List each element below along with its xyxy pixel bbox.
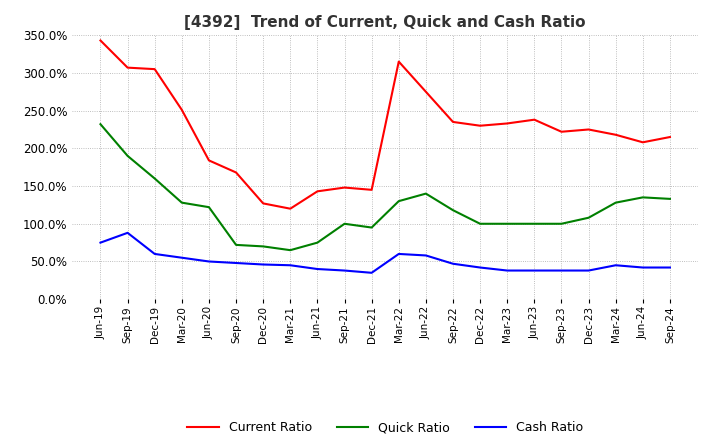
Cash Ratio xyxy=(584,268,593,273)
Current Ratio xyxy=(313,189,322,194)
Quick Ratio xyxy=(367,225,376,230)
Quick Ratio xyxy=(395,198,403,204)
Current Ratio xyxy=(503,121,511,126)
Cash Ratio xyxy=(530,268,539,273)
Quick Ratio xyxy=(96,121,105,127)
Current Ratio xyxy=(259,201,268,206)
Cash Ratio xyxy=(421,253,430,258)
Current Ratio xyxy=(449,119,457,125)
Current Ratio xyxy=(530,117,539,122)
Current Ratio xyxy=(476,123,485,128)
Current Ratio xyxy=(204,158,213,163)
Cash Ratio xyxy=(178,255,186,260)
Cash Ratio xyxy=(449,261,457,266)
Current Ratio xyxy=(639,139,647,145)
Current Ratio xyxy=(665,134,674,139)
Cash Ratio xyxy=(286,263,294,268)
Line: Cash Ratio: Cash Ratio xyxy=(101,233,670,273)
Quick Ratio xyxy=(665,196,674,202)
Current Ratio xyxy=(150,66,159,72)
Quick Ratio xyxy=(421,191,430,196)
Current Ratio xyxy=(611,132,620,137)
Current Ratio xyxy=(421,89,430,95)
Quick Ratio xyxy=(313,240,322,245)
Cash Ratio xyxy=(557,268,566,273)
Quick Ratio xyxy=(611,200,620,205)
Current Ratio xyxy=(178,107,186,113)
Current Ratio xyxy=(123,65,132,70)
Quick Ratio xyxy=(259,244,268,249)
Quick Ratio xyxy=(178,200,186,205)
Current Ratio xyxy=(341,185,349,190)
Cash Ratio xyxy=(476,265,485,270)
Cash Ratio xyxy=(232,260,240,266)
Quick Ratio xyxy=(232,242,240,248)
Quick Ratio xyxy=(503,221,511,227)
Quick Ratio xyxy=(150,176,159,181)
Quick Ratio xyxy=(123,153,132,158)
Legend: Current Ratio, Quick Ratio, Cash Ratio: Current Ratio, Quick Ratio, Cash Ratio xyxy=(182,416,588,439)
Cash Ratio xyxy=(395,251,403,257)
Quick Ratio xyxy=(286,248,294,253)
Cash Ratio xyxy=(204,259,213,264)
Line: Quick Ratio: Quick Ratio xyxy=(101,124,670,250)
Cash Ratio xyxy=(639,265,647,270)
Current Ratio xyxy=(367,187,376,192)
Cash Ratio xyxy=(665,265,674,270)
Quick Ratio xyxy=(204,205,213,210)
Current Ratio xyxy=(557,129,566,134)
Quick Ratio xyxy=(584,215,593,220)
Cash Ratio xyxy=(313,266,322,271)
Current Ratio xyxy=(395,59,403,64)
Cash Ratio xyxy=(341,268,349,273)
Quick Ratio xyxy=(557,221,566,227)
Cash Ratio xyxy=(123,230,132,235)
Cash Ratio xyxy=(611,263,620,268)
Cash Ratio xyxy=(150,251,159,257)
Cash Ratio xyxy=(96,240,105,245)
Quick Ratio xyxy=(449,208,457,213)
Quick Ratio xyxy=(530,221,539,227)
Cash Ratio xyxy=(367,270,376,275)
Quick Ratio xyxy=(341,221,349,227)
Current Ratio xyxy=(286,206,294,211)
Cash Ratio xyxy=(503,268,511,273)
Quick Ratio xyxy=(639,195,647,200)
Current Ratio xyxy=(584,127,593,132)
Current Ratio xyxy=(232,170,240,175)
Quick Ratio xyxy=(476,221,485,227)
Title: [4392]  Trend of Current, Quick and Cash Ratio: [4392] Trend of Current, Quick and Cash … xyxy=(184,15,586,30)
Cash Ratio xyxy=(259,262,268,267)
Line: Current Ratio: Current Ratio xyxy=(101,40,670,209)
Current Ratio xyxy=(96,38,105,43)
